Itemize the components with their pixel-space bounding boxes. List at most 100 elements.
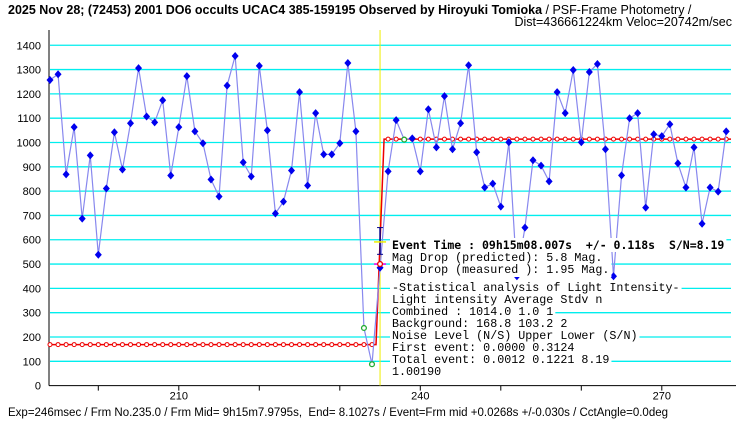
model-point bbox=[691, 136, 697, 142]
stats-line: First event: 0.0000 0.3124 bbox=[392, 341, 574, 355]
y-tick-label: 1400 bbox=[17, 40, 41, 52]
model-point bbox=[55, 342, 61, 348]
stats-line: Total event: 0.0012 0.1221 8.19 bbox=[392, 353, 609, 367]
title-suffix: / PSF-Frame Photometry / bbox=[542, 3, 692, 17]
x-tick-label: 240 bbox=[411, 391, 429, 403]
model-point bbox=[594, 136, 600, 142]
model-point bbox=[458, 136, 464, 142]
stats-line: Combined : 1014.0 1.0 1 bbox=[392, 305, 553, 319]
y-tick-label: 900 bbox=[23, 162, 41, 174]
model-point bbox=[280, 342, 286, 348]
y-tick-label: 0 bbox=[35, 381, 41, 393]
stats-line-background bbox=[390, 305, 556, 319]
data-point bbox=[634, 109, 642, 118]
footer-info: Exp=246msec / Frm No.235.0 / Frm Mid= 9h… bbox=[8, 407, 668, 419]
model-point bbox=[627, 136, 633, 142]
data-point bbox=[610, 272, 617, 281]
stats-line-background bbox=[390, 293, 605, 307]
data-point bbox=[135, 64, 143, 73]
measured-mid-point bbox=[376, 260, 384, 268]
data-point bbox=[553, 88, 561, 97]
data-point bbox=[690, 143, 698, 152]
model-point bbox=[546, 136, 552, 142]
data-point bbox=[698, 219, 706, 228]
model-point bbox=[393, 136, 399, 142]
model-point bbox=[200, 342, 206, 348]
data-point bbox=[626, 114, 634, 123]
y-tick-labels: 0 100 200 300 400 500 600 700 800 900 1000 1100 1200… bbox=[17, 40, 41, 392]
model-point bbox=[570, 136, 576, 142]
model-point bbox=[111, 342, 117, 348]
model-point bbox=[87, 342, 93, 348]
model-point bbox=[264, 342, 270, 348]
data-point bbox=[416, 167, 424, 176]
data-point bbox=[62, 170, 70, 179]
data-point bbox=[167, 171, 175, 180]
model-point bbox=[538, 136, 544, 142]
model-point bbox=[47, 342, 53, 348]
data-point bbox=[86, 151, 94, 160]
y-tick-label: 800 bbox=[23, 186, 41, 198]
axes bbox=[48, 30, 736, 391]
model-point bbox=[619, 136, 625, 142]
data-point bbox=[384, 167, 392, 176]
model-point bbox=[385, 136, 391, 142]
model-point bbox=[586, 136, 592, 142]
event-time-line: Event Time : 09h15m08.007s +/- 0.118s S/… bbox=[392, 238, 724, 252]
observed-series bbox=[46, 51, 730, 368]
y-tick-label: 700 bbox=[23, 210, 41, 222]
data-point bbox=[537, 161, 545, 170]
stats-line: Light intensity Average Stdv n bbox=[392, 293, 602, 307]
data-point bbox=[247, 172, 255, 181]
data-point bbox=[674, 159, 682, 168]
data-point bbox=[328, 150, 336, 159]
model-point bbox=[321, 342, 327, 348]
model-point bbox=[144, 342, 150, 348]
model-point bbox=[425, 136, 431, 142]
model-point bbox=[232, 342, 238, 348]
model-point bbox=[353, 342, 359, 348]
model-point bbox=[79, 342, 85, 348]
series-line bbox=[49, 55, 727, 365]
stats-line-background bbox=[390, 317, 570, 331]
data-point bbox=[199, 139, 207, 148]
model-point bbox=[683, 136, 689, 142]
model-point bbox=[168, 342, 174, 348]
data-point bbox=[191, 127, 199, 136]
highlighted-data-point bbox=[401, 136, 408, 143]
model-point bbox=[119, 342, 125, 348]
data-point bbox=[110, 128, 118, 137]
model-point bbox=[329, 342, 335, 348]
model-point bbox=[675, 136, 681, 142]
data-point bbox=[143, 112, 151, 121]
data-point bbox=[561, 109, 569, 118]
stats-line: 1.00190 bbox=[392, 365, 441, 379]
y-tick-label: 500 bbox=[23, 259, 41, 271]
data-point bbox=[706, 183, 714, 192]
data-point bbox=[151, 118, 159, 127]
data-point bbox=[577, 138, 585, 147]
event-error-bar bbox=[374, 227, 387, 268]
data-point bbox=[352, 127, 360, 136]
model-point bbox=[240, 342, 246, 348]
stats-line-background bbox=[390, 329, 640, 343]
data-point bbox=[159, 96, 167, 105]
stats-line-background bbox=[390, 341, 577, 355]
data-point bbox=[102, 184, 110, 193]
data-point bbox=[408, 134, 416, 143]
model-point bbox=[128, 342, 133, 348]
data-point bbox=[118, 165, 126, 174]
data-point bbox=[440, 92, 448, 101]
model-point bbox=[490, 136, 496, 142]
data-point bbox=[658, 132, 666, 141]
model-point bbox=[63, 342, 69, 348]
model-point bbox=[345, 342, 351, 348]
model-point bbox=[441, 136, 447, 142]
data-point bbox=[320, 150, 328, 159]
data-point bbox=[336, 139, 344, 148]
stats-line: -Statistical analysis of Light Intensity… bbox=[392, 281, 680, 295]
data-point bbox=[714, 187, 722, 196]
data-point bbox=[78, 214, 86, 223]
data-point bbox=[175, 123, 183, 132]
model-point bbox=[305, 342, 311, 348]
